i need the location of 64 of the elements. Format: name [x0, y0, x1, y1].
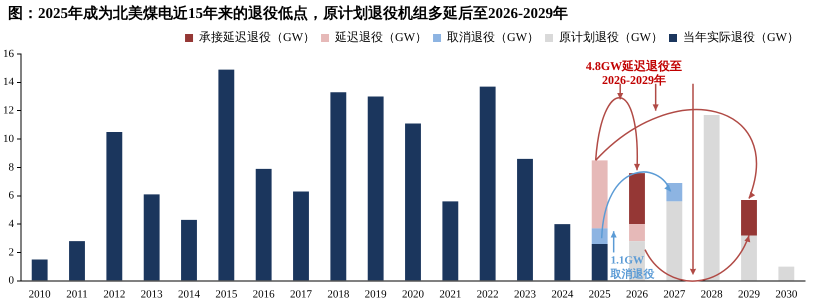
- x-tick-label: 2030: [775, 288, 798, 300]
- x-tick-label: 2011: [66, 288, 88, 300]
- bar: [218, 70, 234, 280]
- x-tick-label: 2029: [738, 288, 760, 300]
- x-tick-label: 2014: [178, 288, 200, 300]
- legend-label: 取消退役（GW）: [447, 30, 540, 44]
- x-tick-label: 2026: [626, 288, 648, 300]
- x-tick-label: 2022: [476, 288, 499, 300]
- bar: [368, 96, 384, 280]
- x-tick-label: 2025: [588, 288, 612, 300]
- x-tick-label: 2027: [663, 288, 686, 300]
- legend-label: 原计划退役（GW）: [559, 30, 664, 44]
- bar: [442, 201, 458, 280]
- y-tick-label: 4: [8, 218, 14, 230]
- bar: [592, 160, 608, 228]
- bar: [629, 173, 645, 224]
- chart-title: 图：2025年成为北美煤电近15年来的退役低点，原计划退役机组多延后至2026-2029年: [7, 4, 569, 24]
- bar: [778, 266, 794, 280]
- x-tick-label: 2013: [140, 288, 164, 300]
- bar: [741, 235, 757, 280]
- annotation: 1.1GW 取消退役: [610, 254, 656, 281]
- bar: [256, 168, 272, 280]
- y-tick-label: 10: [3, 132, 14, 145]
- bar: [106, 132, 122, 280]
- x-tick-label: 2018: [327, 288, 350, 300]
- bar: [592, 228, 608, 244]
- y-tick-label: 12: [3, 104, 14, 117]
- x-tick-label: 2023: [514, 288, 536, 300]
- x-tick-label: 2010: [28, 288, 52, 300]
- y-tick-label: 16: [3, 48, 14, 60]
- annotation: 4.8GW延迟退役至 2026-2029年: [586, 59, 682, 88]
- bar: [69, 241, 85, 280]
- bar: [741, 200, 757, 236]
- legend-label: 承接延迟退役（GW）: [199, 30, 316, 44]
- legend-label: 延迟退役（GW）: [334, 30, 428, 44]
- bar: [405, 123, 421, 280]
- bar: [666, 201, 682, 280]
- bar: [330, 92, 346, 280]
- y-tick-label: 8: [8, 161, 14, 174]
- x-tick-label: 2021: [439, 288, 462, 300]
- y-tick-label: 6: [8, 190, 14, 202]
- y-tick-label: 14: [3, 76, 14, 88]
- bar: [629, 224, 645, 242]
- bar: [480, 86, 496, 280]
- bar: [704, 114, 720, 280]
- bar: [592, 244, 608, 280]
- x-tick-label: 2017: [290, 288, 312, 300]
- bar: [293, 192, 309, 280]
- y-tick-label: 2: [8, 246, 14, 258]
- bar: [144, 194, 160, 280]
- bar: [517, 158, 533, 280]
- x-tick-label: 2028: [700, 288, 724, 300]
- x-tick-label: 2012: [103, 288, 126, 300]
- x-tick-label: 2020: [402, 288, 424, 300]
- y-tick-label: 0: [8, 274, 14, 287]
- x-tick-label: 2015: [215, 288, 238, 300]
- x-tick-label: 2016: [252, 288, 276, 300]
- bar: [554, 224, 570, 280]
- bar: [666, 182, 682, 202]
- x-tick-label: 2019: [364, 288, 388, 300]
- bar: [181, 220, 197, 280]
- legend-label: 当年实际退役（GW）: [683, 30, 800, 44]
- x-tick-label: 2024: [551, 288, 574, 300]
- bar: [32, 260, 48, 280]
